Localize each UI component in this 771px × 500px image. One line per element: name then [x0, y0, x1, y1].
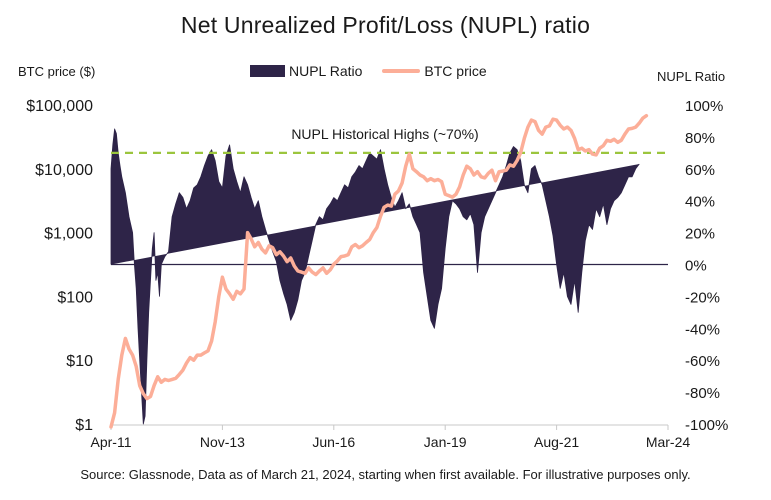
left-tick-label: $1 — [75, 417, 93, 434]
right-tick-label: -80% — [685, 385, 720, 402]
right-tick-label: 60% — [685, 162, 715, 179]
right-tick-label: 20% — [685, 226, 715, 243]
legend-label-btc: BTC price — [424, 63, 487, 79]
legend: NUPL Ratio BTC price — [250, 63, 487, 79]
x-tick-label: Jan-19 — [424, 434, 467, 450]
right-tick-label: -100% — [685, 417, 728, 434]
legend-swatch-nupl — [250, 65, 285, 77]
right-tick-label: -40% — [685, 321, 720, 338]
right-tick-label: -60% — [685, 353, 720, 370]
x-tick-label: Aug-21 — [534, 434, 579, 450]
left-axis-title: BTC price ($) — [18, 64, 96, 79]
right-tick-label: -20% — [685, 289, 720, 306]
left-tick-label: $1,000 — [44, 226, 93, 243]
legend-label-nupl: NUPL Ratio — [289, 63, 363, 79]
source-note: Source: Glassnode, Data as of March 21, … — [80, 467, 691, 482]
right-tick-label: 80% — [685, 130, 715, 147]
x-tick-label: Jun-16 — [312, 434, 355, 450]
reference-line-label: NUPL Historical Highs (~70%) — [291, 126, 478, 142]
left-tick-label: $10 — [66, 353, 93, 370]
right-axis-title: NUPL Ratio — [657, 69, 726, 84]
btc-price-line — [109, 113, 649, 429]
right-tick-label: 100% — [685, 98, 723, 115]
x-tick-label: Mar-24 — [646, 434, 691, 450]
nupl-area — [110, 128, 640, 425]
right-tick-label: 0% — [685, 258, 707, 275]
left-tick-label: $100,000 — [26, 98, 93, 115]
right-tick-label: 40% — [685, 194, 715, 211]
left-tick-label: $10,000 — [35, 162, 93, 179]
x-tick-label: Apr-11 — [91, 434, 132, 450]
chart-title: Net Unrealized Profit/Loss (NUPL) ratio — [180, 12, 591, 38]
x-tick-label: Nov-13 — [200, 434, 245, 450]
left-tick-label: $100 — [57, 289, 93, 306]
legend-swatch-btc — [382, 69, 421, 73]
